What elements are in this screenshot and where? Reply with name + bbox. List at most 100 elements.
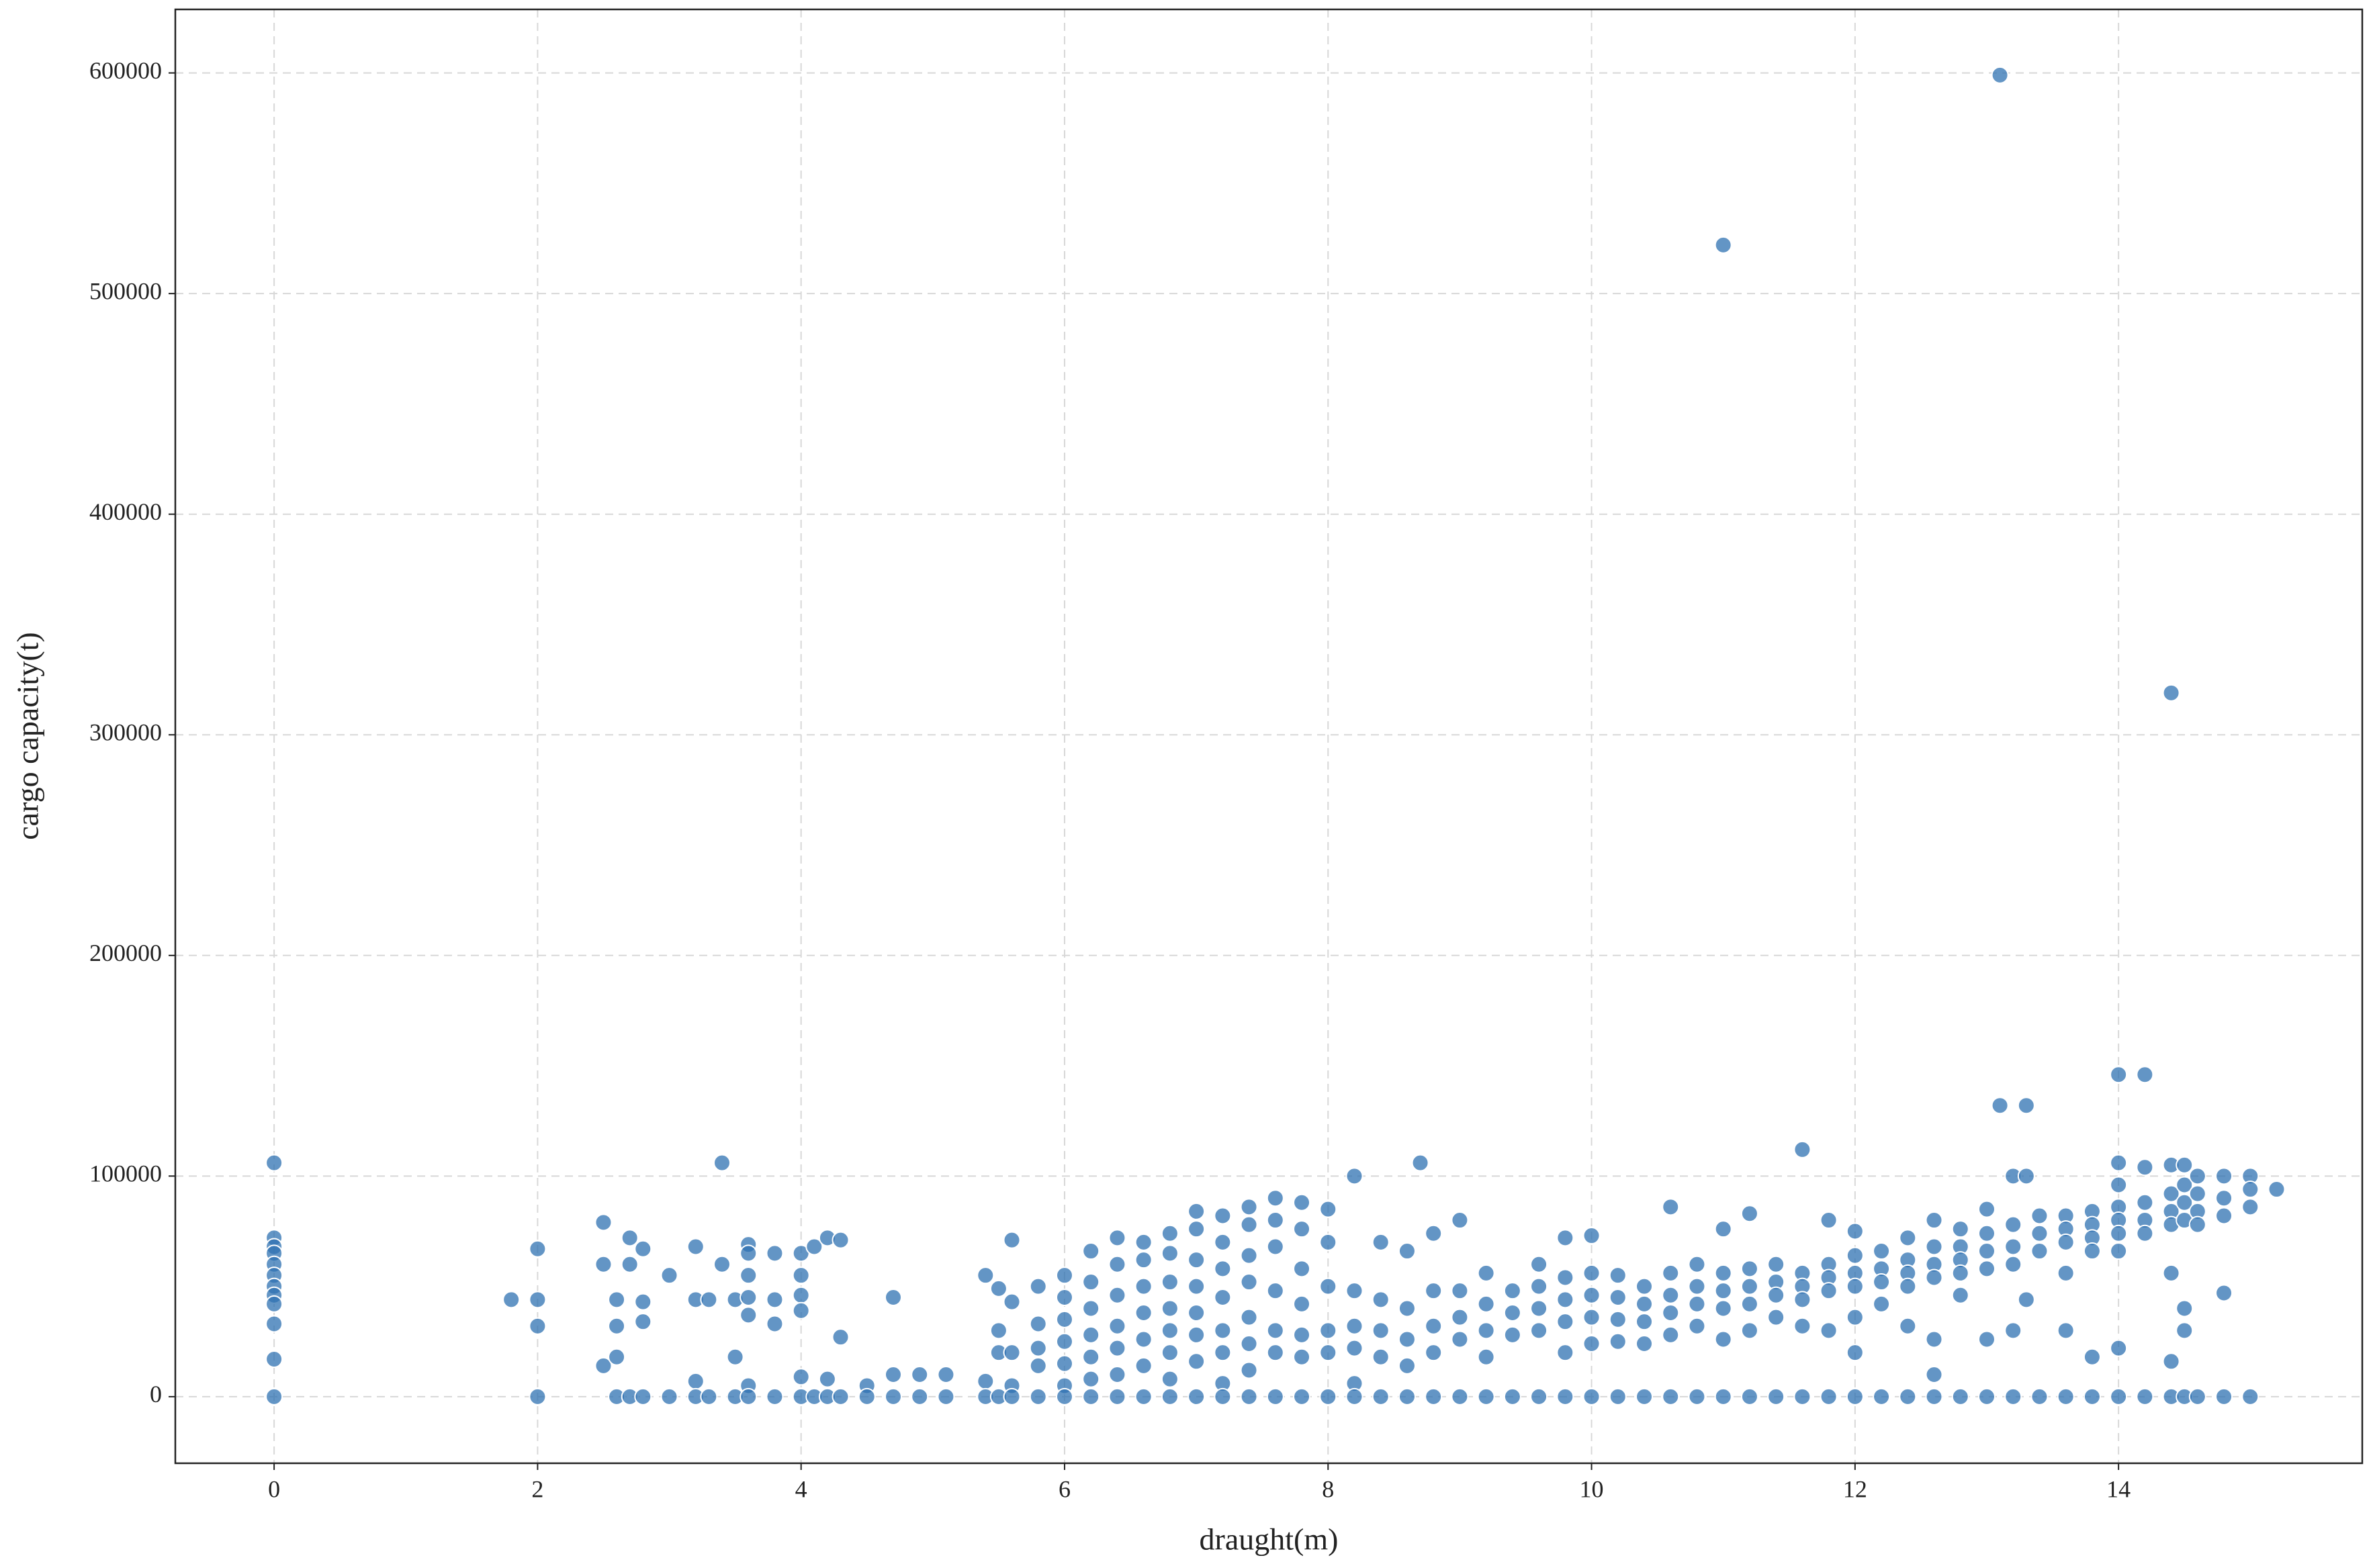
point xyxy=(2110,1154,2128,1172)
point xyxy=(1398,1387,1416,1405)
point xyxy=(2215,1207,2233,1225)
x-tick-label: 0 xyxy=(268,1475,280,1502)
point xyxy=(1662,1326,1680,1344)
point xyxy=(2241,1198,2259,1216)
y-tick-label: 300000 xyxy=(89,719,162,746)
point xyxy=(1582,1264,1601,1282)
y-tick-label: 600000 xyxy=(89,57,162,84)
point xyxy=(1029,1339,1047,1357)
point xyxy=(766,1291,784,1309)
y-tick-label: 400000 xyxy=(89,498,162,525)
point xyxy=(832,1387,850,1405)
point xyxy=(1636,1277,1654,1295)
point xyxy=(2083,1242,2101,1260)
point xyxy=(792,1266,810,1285)
point xyxy=(1951,1286,1969,1304)
point xyxy=(1372,1291,1390,1309)
point xyxy=(1662,1198,1680,1216)
point xyxy=(1055,1387,1073,1405)
point xyxy=(1108,1286,1126,1304)
point xyxy=(2241,1181,2259,1199)
point xyxy=(1266,1282,1284,1300)
point xyxy=(2188,1167,2206,1185)
point xyxy=(594,1213,613,1232)
point xyxy=(2241,1387,2259,1405)
point xyxy=(1714,1387,1732,1405)
point xyxy=(1266,1387,1284,1405)
point xyxy=(726,1348,744,1366)
point xyxy=(766,1315,784,1333)
point xyxy=(1477,1295,1495,1313)
point xyxy=(2162,1352,2180,1371)
point xyxy=(2215,1284,2233,1302)
point xyxy=(1134,1330,1153,1348)
point xyxy=(265,1387,283,1405)
point xyxy=(2110,1339,2128,1357)
point xyxy=(1134,1356,1153,1375)
point xyxy=(1767,1286,1785,1304)
point xyxy=(1188,1277,1206,1295)
point xyxy=(2215,1387,2233,1405)
point xyxy=(1214,1322,1232,1340)
point xyxy=(2110,1176,2128,1194)
point xyxy=(1688,1387,1706,1405)
point xyxy=(1161,1244,1179,1262)
point xyxy=(2030,1207,2049,1225)
point xyxy=(2004,1215,2022,1234)
point xyxy=(1161,1387,1179,1405)
point xyxy=(660,1266,678,1285)
points xyxy=(265,66,2286,1405)
point xyxy=(529,1240,547,1258)
point xyxy=(265,1350,283,1369)
point xyxy=(2268,1181,2286,1199)
point xyxy=(1740,1322,1758,1340)
y-tick-label: 100000 xyxy=(89,1160,162,1187)
point xyxy=(1793,1317,1811,1335)
point xyxy=(1029,1277,1047,1295)
point xyxy=(1293,1260,1311,1278)
point xyxy=(1688,1317,1706,1335)
point xyxy=(2136,1224,2154,1242)
point xyxy=(792,1368,810,1386)
y-axis-title: cargo capacity(t) xyxy=(11,632,45,839)
point xyxy=(1266,1238,1284,1256)
point xyxy=(989,1322,1008,1340)
point xyxy=(1082,1370,1100,1388)
point xyxy=(1161,1299,1179,1318)
point xyxy=(1293,1193,1311,1211)
point xyxy=(1793,1387,1811,1405)
point xyxy=(1161,1370,1179,1388)
point xyxy=(1425,1317,1443,1335)
point xyxy=(1609,1387,1627,1405)
point xyxy=(1082,1326,1100,1344)
x-tick-label: 2 xyxy=(531,1475,543,1502)
point xyxy=(1108,1229,1126,1247)
point xyxy=(1214,1387,1232,1405)
point xyxy=(2188,1215,2206,1234)
point xyxy=(1451,1282,1469,1300)
point xyxy=(1740,1277,1758,1295)
point xyxy=(1556,1387,1574,1405)
point xyxy=(1662,1387,1680,1405)
point xyxy=(1662,1286,1680,1304)
point xyxy=(634,1387,652,1405)
point xyxy=(1082,1242,1100,1260)
point xyxy=(1582,1335,1601,1353)
point xyxy=(1951,1220,1969,1238)
point xyxy=(1873,1242,1891,1260)
point xyxy=(1582,1387,1601,1405)
point xyxy=(937,1387,955,1405)
point xyxy=(1636,1387,1654,1405)
point xyxy=(2004,1387,2022,1405)
point xyxy=(1977,1260,1996,1278)
point xyxy=(1372,1233,1390,1251)
point xyxy=(1925,1211,1943,1230)
point xyxy=(1688,1255,1706,1273)
point xyxy=(1161,1224,1179,1242)
point xyxy=(1134,1304,1153,1322)
point xyxy=(1846,1246,1864,1264)
point xyxy=(1846,1308,1864,1326)
point xyxy=(1820,1282,1838,1300)
point xyxy=(858,1387,876,1405)
